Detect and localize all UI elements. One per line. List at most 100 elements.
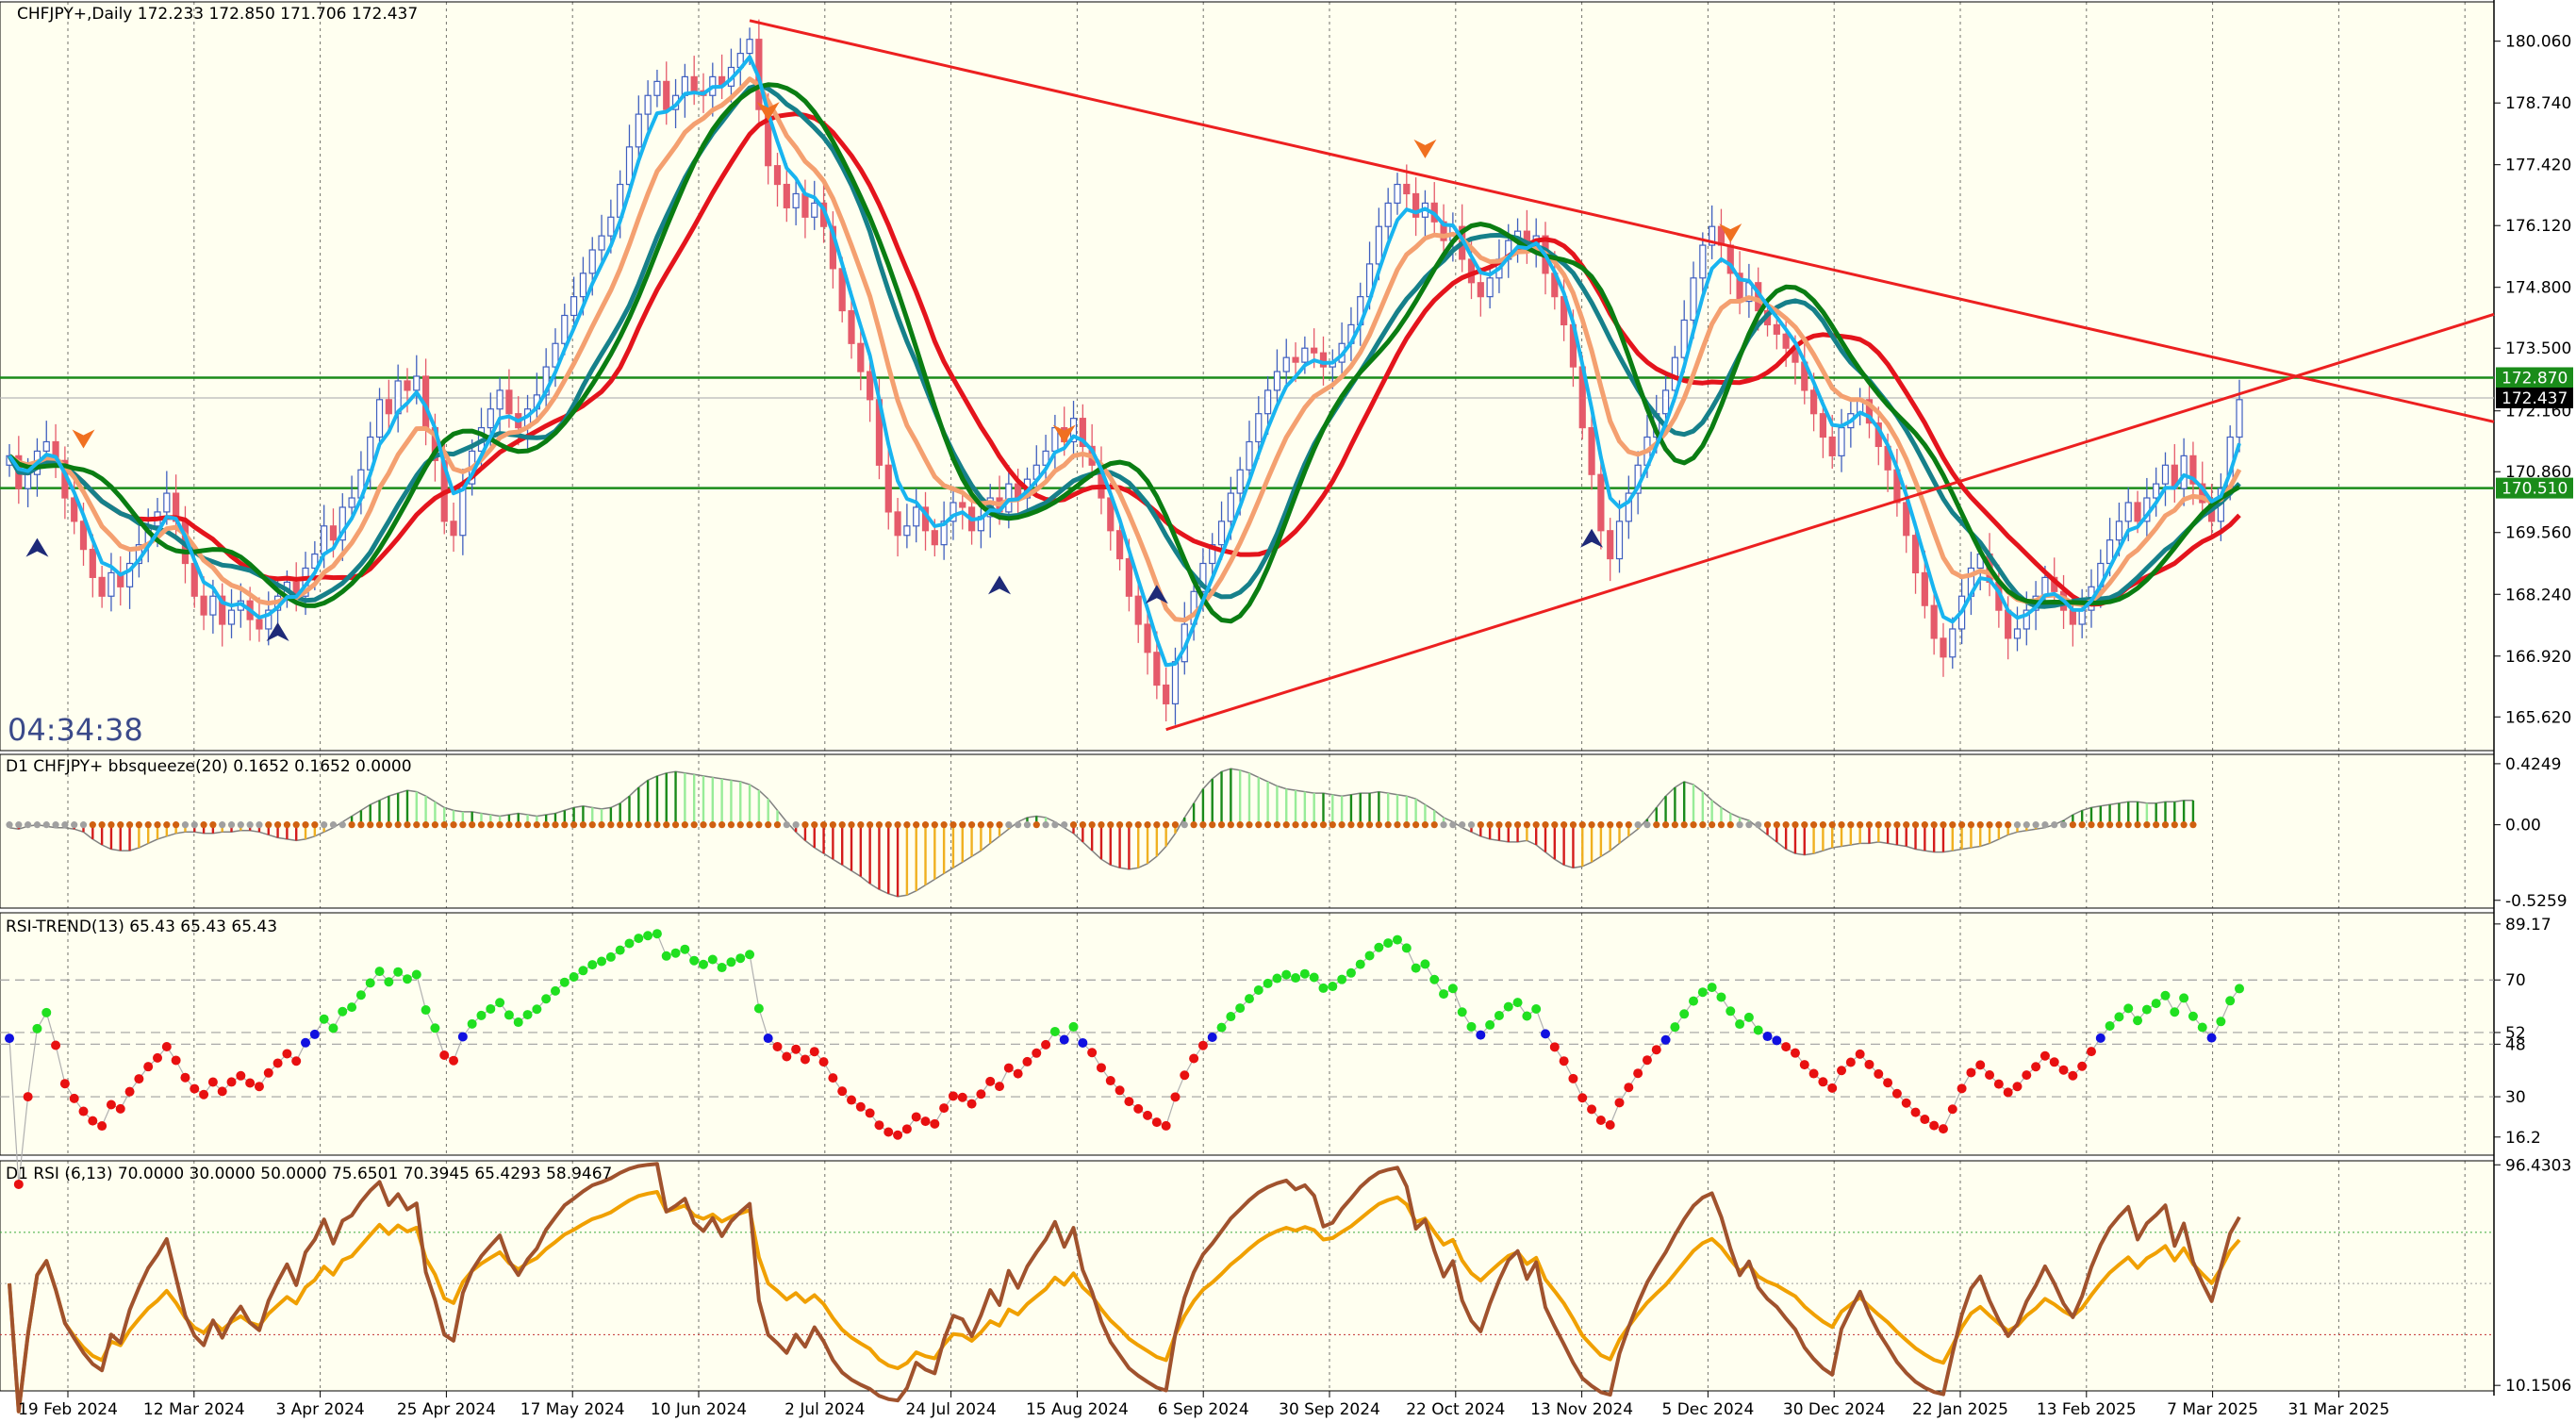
rsi-trend-dot [309, 1029, 320, 1039]
candle-body [783, 183, 790, 208]
rsi-trend-dot [457, 1032, 468, 1042]
rsi-trend-dot [236, 1070, 246, 1081]
squeeze-tick-label: 0.4249 [2505, 755, 2561, 774]
candle-body [848, 309, 855, 344]
candle-body [2180, 455, 2188, 489]
sell-arrow-marker [1052, 424, 1076, 444]
squeeze-dot [1717, 821, 1726, 829]
squeeze-dot [1828, 821, 1836, 829]
rsi-trend-dot [1633, 1068, 1643, 1079]
squeeze-dot [1190, 821, 1197, 829]
rsi-trend-dot [1947, 1104, 1957, 1115]
squeeze-dot [1403, 821, 1411, 829]
time-tick-label: 22 Oct 2024 [1406, 1400, 1505, 1419]
squeeze-dot [736, 821, 744, 829]
panel-sq-frame [0, 753, 2495, 909]
rsi-trend-dot [1355, 959, 1365, 969]
candle-body [487, 408, 494, 429]
time-tick-label: 19 Feb 2024 [18, 1400, 118, 1419]
rsi-trend-dot [88, 1116, 98, 1126]
rsi-trend-tick-label: 30 [2505, 1088, 2526, 1107]
rsi-trend-dot [2170, 1007, 2180, 1017]
rsi-trend-dot [449, 1055, 459, 1066]
squeeze-dot [52, 821, 59, 829]
level-price-tag-label: 172.870 [2502, 369, 2568, 388]
squeeze-dot [311, 821, 319, 829]
squeeze-dot [1467, 821, 1476, 829]
candle-body [1949, 628, 1957, 658]
squeeze-dot [1163, 821, 1170, 829]
rsi-trend-dot [1679, 1009, 1690, 1019]
rsi-trend-dot [1059, 1034, 1069, 1045]
candle-body [2124, 502, 2132, 522]
rsi-trend-dot [217, 1086, 227, 1097]
rsi-trend-dot [1447, 984, 1458, 994]
squeeze-dot [1115, 821, 1124, 829]
rsi-trend-dot [587, 960, 598, 970]
rsi-trend-title: RSI-TREND(13) 65.43 65.43 65.43 [6, 918, 277, 936]
rsi-trend-dot [818, 1057, 829, 1067]
candle-body [867, 371, 874, 401]
squeeze-dot [357, 821, 365, 829]
candle-body [1273, 371, 1281, 391]
squeeze-dot [1976, 821, 1984, 829]
rsi-trend-dot [1263, 978, 1273, 988]
rsi-trend-dot [365, 978, 375, 988]
squeeze-dot [1513, 821, 1522, 829]
squeeze-dot [1365, 821, 1374, 829]
price-tick-label: 178.740 [2505, 94, 2571, 113]
candle-body [792, 192, 800, 208]
candle-body [625, 146, 634, 186]
candle-body [903, 525, 911, 537]
squeeze-dot [671, 821, 680, 829]
rsi-trend-dot [772, 1041, 783, 1051]
rsi-trend-dot [1281, 969, 1292, 980]
candle-body [200, 595, 207, 616]
symbol-title: CHFJPY+,Daily 172.233 172.850 171.706 17… [17, 5, 418, 24]
buy-arrow-marker [1145, 585, 1168, 604]
candle-body [1782, 333, 1790, 349]
candle-body [635, 113, 642, 148]
squeeze-dot [1301, 821, 1309, 829]
squeeze-dot [1782, 821, 1790, 829]
rsi-trend-dot [439, 1050, 450, 1061]
squeeze-dot [1153, 821, 1161, 829]
squeeze-dot [375, 821, 384, 829]
squeeze-dot [617, 821, 624, 829]
squeeze-dot [2134, 821, 2141, 829]
squeeze-dot [2051, 821, 2058, 829]
squeeze-dot [154, 821, 161, 829]
rsi-trend-dot [430, 1023, 440, 1033]
squeeze-dot [6, 821, 13, 829]
rsi-trend-dot [1883, 1078, 1893, 1088]
candle-body [219, 595, 226, 625]
rsi-trend-dot [1383, 938, 1394, 949]
squeeze-dot [1449, 821, 1457, 829]
squeeze-dot [1421, 821, 1429, 829]
candle-body [2134, 502, 2141, 522]
squeeze-dot [1023, 821, 1032, 829]
candle-body [89, 549, 96, 578]
squeeze-dot [1634, 821, 1642, 829]
squeeze-dot [1199, 821, 1207, 829]
rsi-trend-dot [226, 1077, 237, 1087]
rsi-trend-dot [1124, 1097, 1134, 1107]
rsi-trend-dot [190, 1083, 200, 1094]
rsi-trend-dot [393, 967, 404, 977]
squeeze-dot [1069, 821, 1078, 829]
squeeze-dot [1329, 821, 1336, 829]
grid-layer [67, 2, 2466, 1391]
squeeze-dot [653, 821, 661, 829]
rsi-trend-dot [1689, 996, 1699, 1006]
squeeze-dot [1125, 821, 1133, 829]
rsi-trend-dot [2068, 1070, 2078, 1081]
squeeze-dot [913, 821, 920, 829]
rsi-trend-dot [2086, 1047, 2096, 1057]
squeeze-dot [746, 821, 753, 829]
rsi-trend-dot [355, 990, 366, 1000]
time-tick-label: 15 Aug 2024 [1026, 1400, 1129, 1419]
rsi-trend-dot [180, 1072, 190, 1083]
squeeze-dot [2069, 821, 2076, 829]
squeeze-dot [1505, 821, 1512, 829]
squeeze-dot [1643, 821, 1651, 829]
